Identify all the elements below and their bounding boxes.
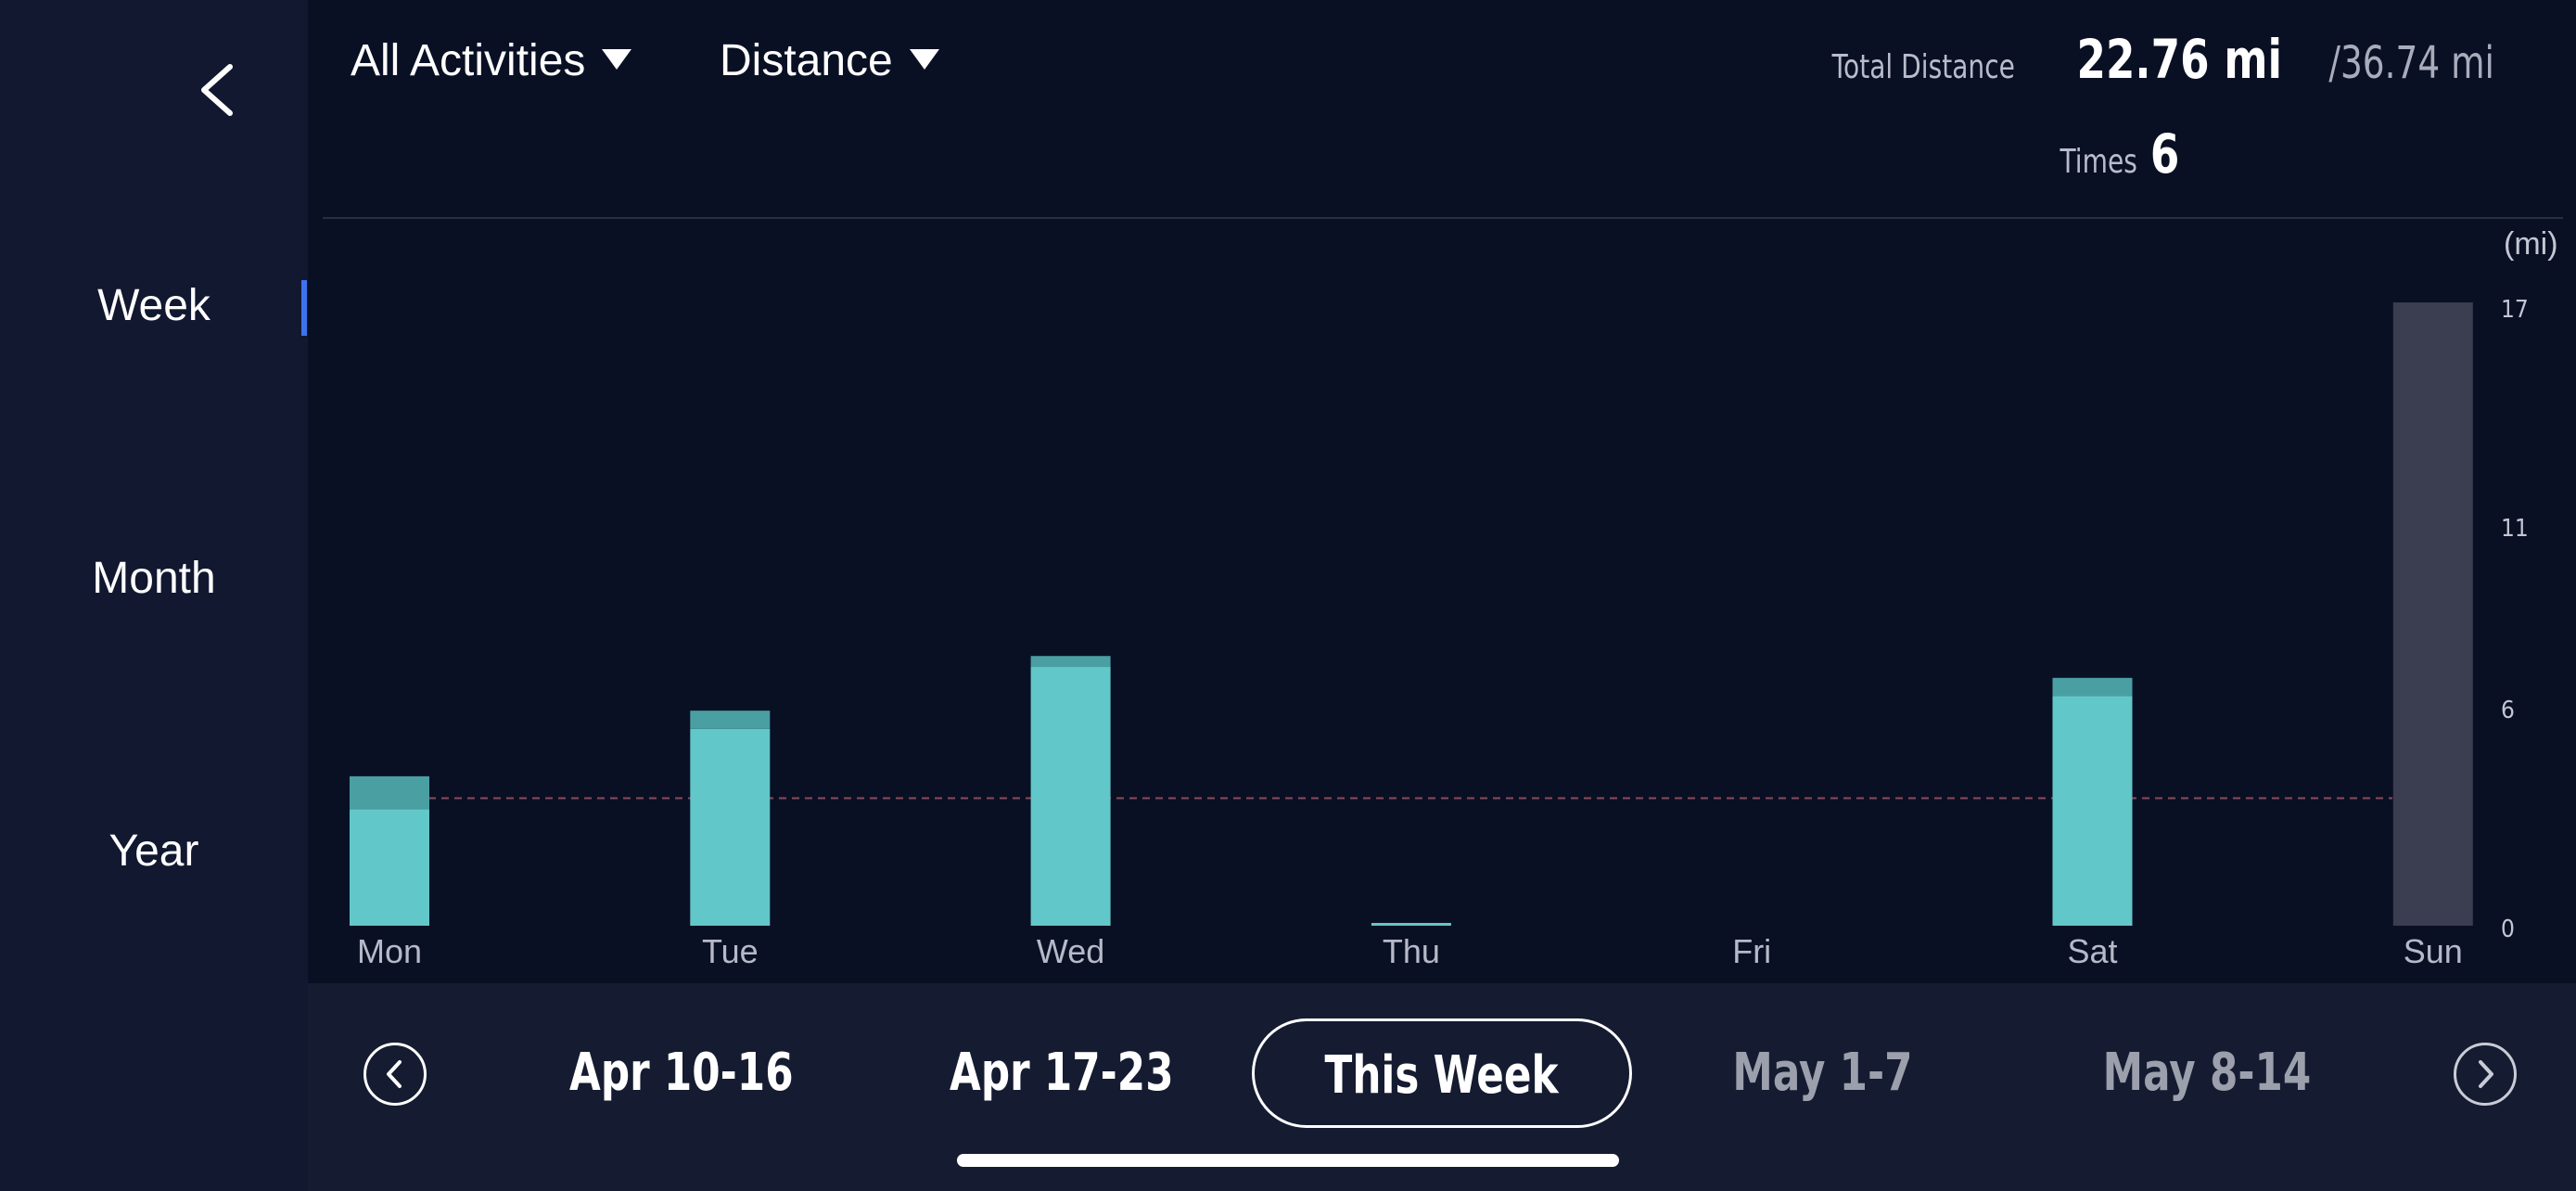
bar-sat-segment-1: [2052, 677, 2133, 697]
week-tab-may-8-14[interactable]: May 8-14: [2045, 1018, 2369, 1128]
times-value: 6: [2149, 122, 2179, 186]
week-tab-apr-10-16[interactable]: Apr 10-16: [519, 1018, 844, 1128]
bar-tue-segment-1: [690, 711, 771, 729]
x-tick-label: Thu: [1383, 932, 1440, 970]
week-tab-label: Apr 17-23: [950, 1043, 1174, 1103]
metric-filter-dropdown[interactable]: Distance: [720, 35, 939, 86]
times-label: Times: [2060, 143, 2138, 181]
x-tick-label: Mon: [357, 932, 422, 970]
caret-down-icon: [602, 49, 632, 70]
period-month-tab[interactable]: Month: [92, 554, 216, 603]
selected-period-indicator: [301, 280, 307, 336]
period-year-tab[interactable]: Year: [108, 826, 199, 876]
chevron-right-circle-icon: [2479, 1060, 2493, 1088]
total-distance-goal: /36.74 mi: [2328, 37, 2494, 89]
total-distance-value: 22.76 mi: [2076, 28, 2283, 91]
previous-week-button[interactable]: [363, 1043, 427, 1106]
next-week-button[interactable]: [2454, 1043, 2517, 1106]
week-tab-label: May 1-7: [1731, 1043, 1913, 1103]
bar-sun-segment-2: [2392, 302, 2473, 927]
activity-filter-dropdown[interactable]: All Activities: [351, 35, 632, 86]
x-tick-label: Sat: [2067, 932, 2117, 970]
total-distance-label: Total Distance: [1831, 48, 2015, 86]
caret-down-icon: [909, 49, 939, 70]
week-tab-label: This Week: [1324, 1045, 1559, 1106]
week-tab-this-week[interactable]: This Week: [1252, 1018, 1632, 1128]
weekly-distance-chart: Mon Tue Wed Thu Fri Sat Sun 0 6 11 17 (mi): [350, 226, 2558, 970]
y-unit-label: (mi): [2504, 226, 2558, 262]
week-tab-label: May 8-14: [2102, 1043, 2312, 1103]
bar-wed-segment-0: [1030, 667, 1111, 926]
bar-thu-segment-0: [1371, 923, 1451, 926]
week-tab-label: Apr 10-16: [569, 1043, 794, 1103]
bar-sat-segment-0: [2052, 696, 2133, 926]
home-indicator: [957, 1154, 1619, 1167]
y-tick-label: 0: [2501, 916, 2515, 943]
y-tick-label: 11: [2501, 515, 2529, 543]
x-tick-label: Wed: [1037, 932, 1104, 970]
header-divider: [323, 217, 2563, 219]
back-button[interactable]: [182, 48, 256, 132]
bar-tue-segment-0: [690, 728, 771, 926]
x-tick-label: Fri: [1732, 932, 1771, 970]
period-week-tab[interactable]: Week: [97, 281, 210, 330]
x-tick-label: Tue: [702, 932, 759, 970]
bar-wed-segment-1: [1030, 656, 1111, 668]
week-tab-apr-17-23[interactable]: Apr 17-23: [899, 1018, 1224, 1128]
week-tab-may-1-7[interactable]: May 1-7: [1660, 1018, 1984, 1128]
y-tick-label: 6: [2501, 697, 2515, 724]
y-tick-label: 17: [2501, 296, 2529, 324]
metric-filter-label: Distance: [720, 36, 893, 85]
bar-mon-segment-1: [350, 775, 429, 810]
bar-mon-segment-0: [350, 809, 429, 926]
total-distance-summary: Total Distance 22.76 mi/36.74 mi: [1780, 28, 2494, 91]
x-tick-label: Sun: [2404, 932, 2463, 970]
activity-filter-label: All Activities: [351, 36, 586, 85]
chevron-left-icon: [201, 64, 233, 116]
period-sidebar: Week Month Year: [0, 0, 308, 1191]
chevron-left-circle-icon: [387, 1060, 402, 1088]
